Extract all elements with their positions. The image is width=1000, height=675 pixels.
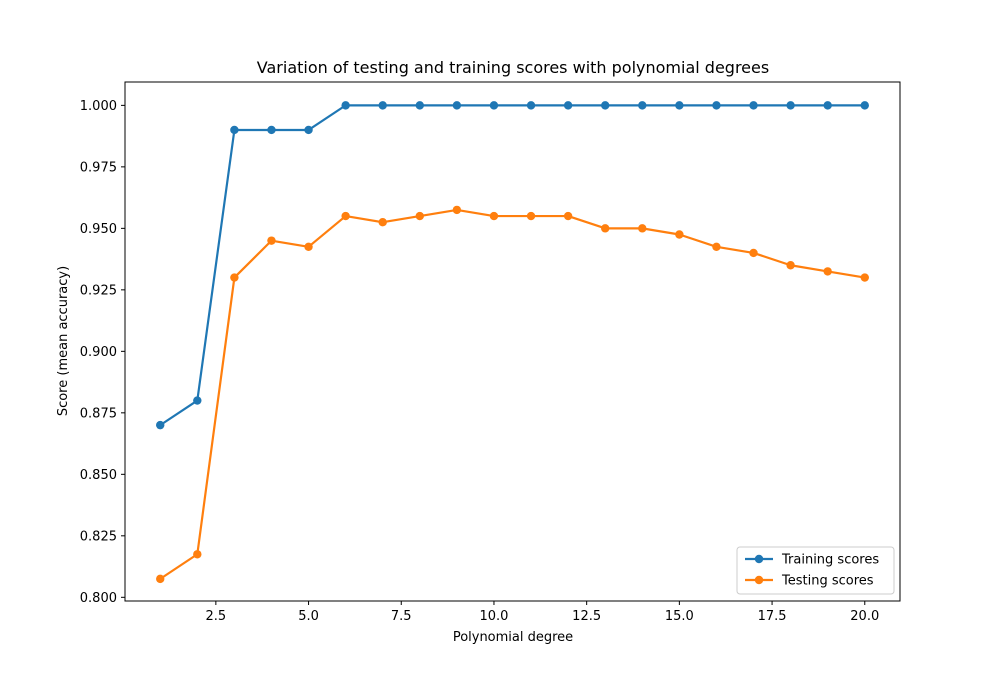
testing-point bbox=[563, 211, 573, 221]
training-point bbox=[378, 101, 387, 110]
testing-point bbox=[415, 211, 424, 221]
y-tick-label: 0.950 bbox=[80, 222, 117, 237]
testing-point bbox=[378, 218, 387, 227]
legend-box bbox=[736, 546, 895, 595]
x-tick-label: 20.0 bbox=[850, 609, 879, 624]
y-axis-label: Score (mean accuracy) bbox=[56, 266, 71, 416]
y-tick-label: 0.900 bbox=[80, 345, 117, 360]
testing-point bbox=[489, 211, 499, 221]
testing-point bbox=[526, 211, 536, 221]
x-tick-label: 7.5 bbox=[391, 609, 412, 624]
y-tick-label: 0.925 bbox=[80, 283, 117, 298]
training-point bbox=[526, 101, 536, 110]
training-point bbox=[415, 101, 424, 110]
legend-marker bbox=[754, 554, 764, 564]
training-point bbox=[638, 101, 647, 110]
x-axis-ticks: 2.5 5.0 7.5 10.0 12.5 15.0 17.5 20.0 bbox=[206, 601, 879, 624]
testing-point bbox=[675, 230, 684, 239]
training-point bbox=[860, 101, 869, 110]
testing-point bbox=[638, 224, 647, 233]
y-tick-label: 0.800 bbox=[80, 591, 117, 606]
y-tick-label: 1.000 bbox=[80, 99, 117, 114]
series-group bbox=[156, 101, 869, 584]
x-tick-label: 5.0 bbox=[298, 609, 319, 624]
training-point bbox=[601, 101, 610, 110]
training-point bbox=[193, 396, 202, 405]
training-point bbox=[304, 125, 313, 135]
testing-point bbox=[267, 236, 276, 245]
training-point bbox=[156, 420, 165, 430]
testing-point bbox=[712, 242, 721, 252]
chart-title: Variation of testing and training scores… bbox=[257, 58, 769, 77]
testing-point bbox=[156, 574, 165, 584]
x-tick-label: 15.0 bbox=[665, 609, 694, 624]
series-line-testing bbox=[159, 208, 865, 580]
testing-point bbox=[749, 248, 758, 258]
plot-frame bbox=[124, 81, 901, 602]
testing-point bbox=[601, 224, 610, 233]
testing-point bbox=[860, 273, 869, 282]
training-point bbox=[341, 101, 350, 110]
legend-marker bbox=[754, 575, 764, 585]
x-tick-label: 2.5 bbox=[206, 609, 227, 624]
training-point bbox=[267, 125, 276, 135]
x-axis-label: Polynomial degree bbox=[453, 630, 573, 645]
training-point bbox=[452, 101, 462, 110]
plot-area bbox=[125, 82, 900, 601]
y-tick-label: 0.875 bbox=[80, 406, 117, 421]
training-point bbox=[712, 101, 721, 110]
y-tick-label: 0.850 bbox=[80, 468, 117, 483]
training-point bbox=[563, 101, 573, 110]
y-tick-label: 0.975 bbox=[80, 160, 117, 175]
x-tick-label: 12.5 bbox=[572, 609, 601, 624]
testing-point bbox=[786, 261, 795, 270]
testing-point bbox=[341, 211, 350, 221]
legend: Training scores Testing scores bbox=[736, 546, 895, 595]
training-point bbox=[675, 101, 684, 110]
testing-point bbox=[230, 273, 239, 282]
testing-point bbox=[452, 205, 462, 215]
training-point bbox=[823, 101, 832, 110]
testing-point bbox=[823, 267, 832, 276]
training-point bbox=[230, 125, 239, 135]
testing-point bbox=[304, 242, 313, 252]
testing-point bbox=[193, 550, 202, 559]
x-tick-label: 10.0 bbox=[479, 609, 508, 624]
legend-label: Testing scores bbox=[781, 574, 874, 589]
series-line-training bbox=[159, 104, 865, 427]
training-point bbox=[749, 101, 758, 110]
y-tick-label: 0.825 bbox=[80, 529, 117, 544]
legend-label: Training scores bbox=[781, 553, 879, 568]
training-point bbox=[786, 101, 795, 110]
y-axis-ticks: 0.800 0.825 0.850 0.875 0.900 0.925 0.950 0.975… bbox=[80, 99, 125, 606]
x-tick-label: 17.5 bbox=[758, 609, 787, 624]
training-point bbox=[489, 101, 499, 110]
